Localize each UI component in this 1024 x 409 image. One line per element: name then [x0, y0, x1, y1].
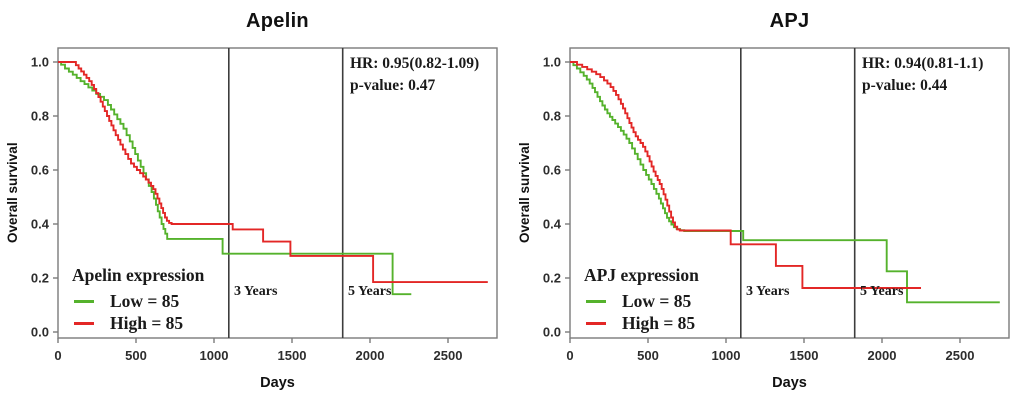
y-axis-tick-label: 0.0	[31, 325, 49, 340]
x-axis-tick-label: 500	[637, 348, 659, 363]
legend-item-label: Low = 85	[622, 290, 692, 311]
legend-item-label: Low = 85	[110, 290, 180, 311]
survival-curve-low	[58, 61, 412, 296]
legend-item-label: High = 85	[622, 312, 696, 333]
five-years-label: 5 Years	[860, 284, 904, 299]
chart-title: APJ	[769, 10, 810, 32]
legend-item-low: Low = 85	[72, 290, 204, 312]
y-axis-tick-label: 0.8	[31, 109, 49, 124]
x-axis-tick-label: 2000	[356, 348, 385, 363]
pvalue-text: p-value: 0.44	[862, 77, 948, 94]
high-series-swatch	[586, 321, 606, 325]
x-axis-tick-label: 1500	[790, 348, 819, 363]
y-axis-tick-label: 0.6	[31, 163, 49, 178]
legend-item-high: High = 85	[72, 312, 204, 334]
x-axis-tick-label: 0	[54, 348, 61, 363]
hr-text: HR: 0.95(0.82-1.09)	[350, 55, 480, 72]
survival-curve-high	[58, 61, 488, 284]
apelin-plot: 1.0 0.8 0.6 0.4 0.2 0.0 0 500 1000 1500 2000 2500	[31, 47, 498, 363]
three-years-label: 3 Years	[746, 284, 790, 299]
low-series-swatch	[586, 299, 606, 303]
panel-apelin: 1.0 0.8 0.6 0.4 0.2 0.0 0 500 1000 1500 2000 2500 A…	[5, 10, 498, 391]
x-axis-tick-label: 2000	[868, 348, 897, 363]
y-axis-tick-label: 1.0	[31, 55, 49, 70]
low-series-swatch	[74, 299, 94, 303]
plot-frame	[57, 47, 498, 339]
high-series-swatch	[74, 321, 94, 325]
legend-item-label: High = 85	[110, 312, 184, 333]
hr-text: HR: 0.94(0.81-1.1)	[862, 55, 984, 72]
y-axis-tick-label: 1.0	[543, 55, 561, 70]
x-axis-tick-label: 2500	[946, 348, 975, 363]
x-axis-tick-label: 1000	[200, 348, 229, 363]
legend: Apelin expression Low = 85 High = 85	[72, 265, 204, 334]
y-axis-tick-label: 0.4	[31, 217, 50, 232]
x-axis-tick-label: 2500	[434, 348, 463, 363]
x-axis-tick-label: 500	[125, 348, 147, 363]
y-axis-title: Overall survival	[5, 142, 20, 244]
stats-annotation: HR: 0.94(0.81-1.1) p-value: 0.44	[862, 53, 983, 97]
five-years-label: 5 Years	[348, 284, 392, 299]
x-axis-title: Days	[772, 375, 807, 391]
panel-apj: 1.0 0.8 0.6 0.4 0.2 0.0 0 500 1000 1500 2000 2500 A…	[512, 0, 1024, 409]
stats-annotation: HR: 0.95(0.82-1.09) p-value: 0.47	[350, 53, 479, 97]
x-axis-tick-label: 1500	[278, 348, 307, 363]
apj-plot: 1.0 0.8 0.6 0.4 0.2 0.0 0 500 1000 1500 2000 2500	[543, 47, 1010, 363]
y-axis-tick-label: 0.2	[543, 271, 561, 286]
y-axis-tick-label: 0.4	[543, 217, 562, 232]
x-axis-tick-label: 1000	[712, 348, 741, 363]
legend-title: APJ expression	[584, 265, 699, 285]
x-axis-title: Days	[260, 375, 295, 391]
y-axis-title: Overall survival	[517, 142, 532, 244]
survival-curve-high	[570, 61, 921, 289]
legend: APJ expression Low = 85 High = 85	[584, 265, 699, 334]
legend-item-high: High = 85	[584, 312, 699, 334]
chart-title: Apelin	[246, 10, 309, 32]
survival-curve-low	[570, 61, 1000, 304]
y-axis-tick-label: 0.0	[543, 325, 561, 340]
legend-title: Apelin expression	[72, 265, 205, 285]
legend-item-low: Low = 85	[584, 290, 699, 312]
plot-frame	[569, 47, 1010, 339]
y-axis-tick-label: 0.8	[543, 109, 561, 124]
x-axis-tick-label: 0	[566, 348, 573, 363]
y-axis-tick-label: 0.2	[31, 271, 49, 286]
pvalue-text: p-value: 0.47	[350, 77, 436, 94]
three-years-label: 3 Years	[234, 284, 278, 299]
y-axis-tick-label: 0.6	[543, 163, 561, 178]
